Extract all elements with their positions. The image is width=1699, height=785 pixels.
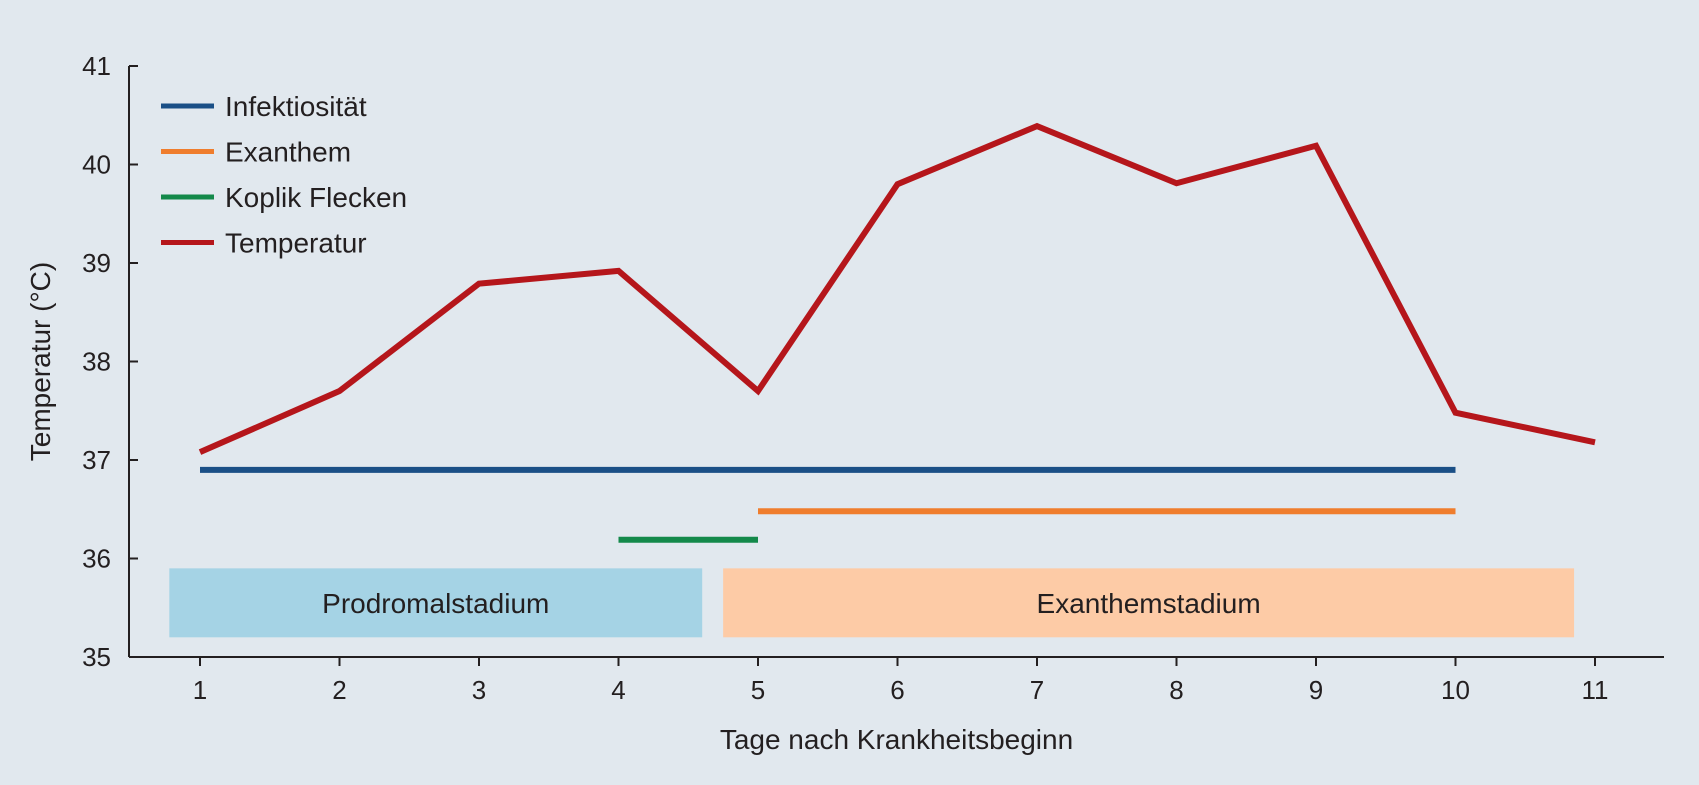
legend-label-0: Infektiosität xyxy=(225,91,367,122)
y-ticks: 35 36 37 38 39 40 41 xyxy=(82,51,138,672)
legend-label-1: Exanthem xyxy=(225,137,351,168)
x-tick-label: 3 xyxy=(472,675,486,705)
legend: Infektiosität Exanthem Koplik Flecken Tempe… xyxy=(161,91,407,259)
y-tick-label: 37 xyxy=(82,445,111,475)
y-tick-label: 39 xyxy=(82,248,111,278)
y-tick-label: 40 xyxy=(82,150,111,180)
x-axis-title: Tage nach Krankheitsbeginn xyxy=(720,724,1073,755)
x-tick-label: 4 xyxy=(611,675,625,705)
stage-band-label-1: Exanthemstadium xyxy=(1037,588,1261,619)
legend-label-2: Koplik Flecken xyxy=(225,182,407,213)
stage-bands: Prodromalstadium Exanthemstadium xyxy=(169,568,1575,638)
y-tick-label: 41 xyxy=(82,51,111,81)
y-tick-label: 38 xyxy=(82,347,111,377)
stage-band-label-0: Prodromalstadium xyxy=(322,588,549,619)
x-ticks: 1 2 3 4 5 6 7 8 9 10 11 xyxy=(193,657,1609,705)
y-axis-title: Temperatur (°C) xyxy=(25,262,56,461)
stage-band-1 xyxy=(723,568,1575,638)
series-layer xyxy=(198,122,1596,543)
series-line-temperatur xyxy=(198,122,1596,455)
x-tick-label: 11 xyxy=(1582,675,1609,705)
stage-band-0 xyxy=(169,568,703,638)
x-tick-label: 5 xyxy=(751,675,765,705)
legend-label-3: Temperatur xyxy=(225,228,367,259)
y-tick-label: 35 xyxy=(82,642,111,672)
x-tick-label: 6 xyxy=(890,675,904,705)
x-tick-label: 9 xyxy=(1309,675,1323,705)
axes: 35 36 37 38 39 40 41 1 2 3 4 5 6 7 8 9 10 11 Tage nach K… xyxy=(25,51,1664,755)
x-tick-label: 7 xyxy=(1030,675,1044,705)
x-tick-label: 2 xyxy=(332,675,346,705)
x-tick-label: 8 xyxy=(1169,675,1183,705)
x-tick-label: 10 xyxy=(1441,675,1470,705)
x-tick-label: 1 xyxy=(193,675,207,705)
y-tick-label: 36 xyxy=(82,544,111,574)
